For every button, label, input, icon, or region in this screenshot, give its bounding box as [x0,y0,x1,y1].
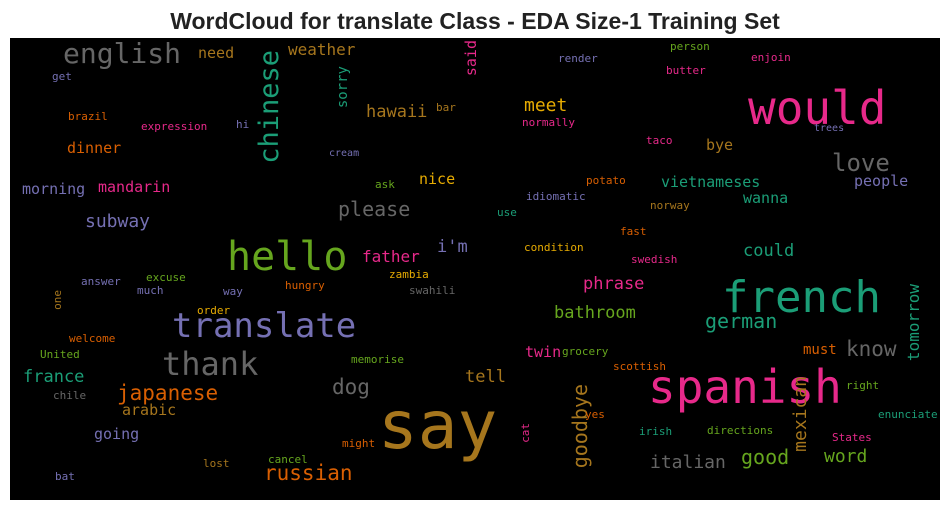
word-directions: directions [707,424,774,437]
word-phrase: phrase [583,274,645,294]
word-know: know [846,337,897,361]
word-bar: bar [436,101,456,114]
word-taco: taco [646,134,673,147]
word-german: german [705,309,778,333]
word-brazil: brazil [68,110,108,123]
word-dog: dog [332,375,370,399]
word-lost: lost [203,457,230,470]
word-going: going [94,425,140,443]
word-one: one [51,290,64,310]
word-ask: ask [375,178,395,191]
word-might: might [342,437,376,450]
word-weather: weather [288,40,356,59]
word-translate: translate [172,306,357,346]
word-norway: norway [650,199,690,212]
word-thank: thank [162,345,259,383]
word-use: use [497,206,517,219]
word-wanna: wanna [743,189,789,207]
word-get: get [52,70,72,83]
word-way: way [223,285,243,298]
word-enunciate: enunciate [878,408,938,421]
word-nice: nice [419,170,456,188]
word-tell: tell [465,367,506,387]
word-morning: morning [22,180,86,198]
word-tomorrow: tomorrow [904,284,923,362]
word-hawaii: hawaii [366,102,428,122]
word-mexican: mexican [790,376,811,452]
word-right: right [846,379,880,392]
word-meet: meet [524,95,568,116]
word-say: say [378,387,498,464]
word-chile: chile [53,389,87,402]
word-word: word [824,446,868,467]
word-states: States [832,431,872,444]
word-italian: italian [650,452,726,473]
word-potato: potato [586,174,626,187]
word-arabic: arabic [122,401,177,419]
word-welcome: welcome [69,332,116,345]
word-cat: cat [519,423,532,443]
word-french: french [722,272,881,323]
word-yes: yes [585,408,605,421]
word-bat: bat [55,470,75,483]
word-hungry: hungry [285,279,325,292]
word-butter: butter [666,64,706,77]
word-hi: hi [236,118,250,131]
word-bye: bye [706,136,734,154]
word-render: render [558,52,598,65]
word-subway: subway [85,211,151,232]
word-swahili: swahili [409,284,456,297]
word-trees: trees [814,123,845,134]
word-normally: normally [522,116,575,129]
word-answer: answer [81,275,121,288]
word-expression: expression [141,120,208,133]
word-vietnameses: vietnameses [661,173,761,191]
word-bathroom: bathroom [554,303,636,323]
word-swedish: swedish [631,253,678,266]
word-need: need [198,44,235,62]
word-spanish: spanish [648,360,842,414]
word-mandarin: mandarin [98,178,171,196]
word-condition: condition [524,241,584,254]
word-dinner: dinner [67,139,122,157]
word-cream: cream [329,148,360,159]
word-hello: hello [227,234,348,280]
word-fast: fast [620,225,647,238]
word-i-m: i'm [437,237,468,257]
word-memorise: memorise [351,353,404,366]
word-much: much [137,284,164,297]
word-english: english [63,38,182,70]
word-would: would [748,81,887,135]
word-order: order [197,304,231,317]
word-france: france [23,367,85,387]
word-people: people [854,172,909,190]
word-scottish: scottish [613,360,666,373]
word-irish: irish [639,425,673,438]
word-could: could [743,241,795,261]
word-father: father [362,247,420,266]
word-russian: russian [264,461,353,485]
word-enjoin: enjoin [751,51,791,64]
word-person: person [670,40,710,53]
wordcloud-canvas: say spanish french would hello translate thank… [10,38,940,500]
word-japanese: japanese [117,381,219,405]
word-must: must [803,342,837,358]
word-good: good [741,445,790,469]
word-love: love [832,149,890,177]
word-said: said [462,40,480,77]
word-chinese: chinese [254,50,285,164]
word-idiomatic: idiomatic [526,190,586,203]
word-twin: twin [525,343,562,361]
chart-title: WordCloud for translate Class - EDA Size… [170,8,780,34]
word-grocery: grocery [562,345,609,358]
word-zambia: zambia [389,268,429,281]
word-excuse: excuse [146,271,186,284]
word-please: please [338,197,411,221]
word-sorry: sorry [335,66,351,109]
word-united: United [40,348,80,361]
word-cancel: cancel [268,453,308,466]
word-goodbye: goodbye [568,384,592,469]
